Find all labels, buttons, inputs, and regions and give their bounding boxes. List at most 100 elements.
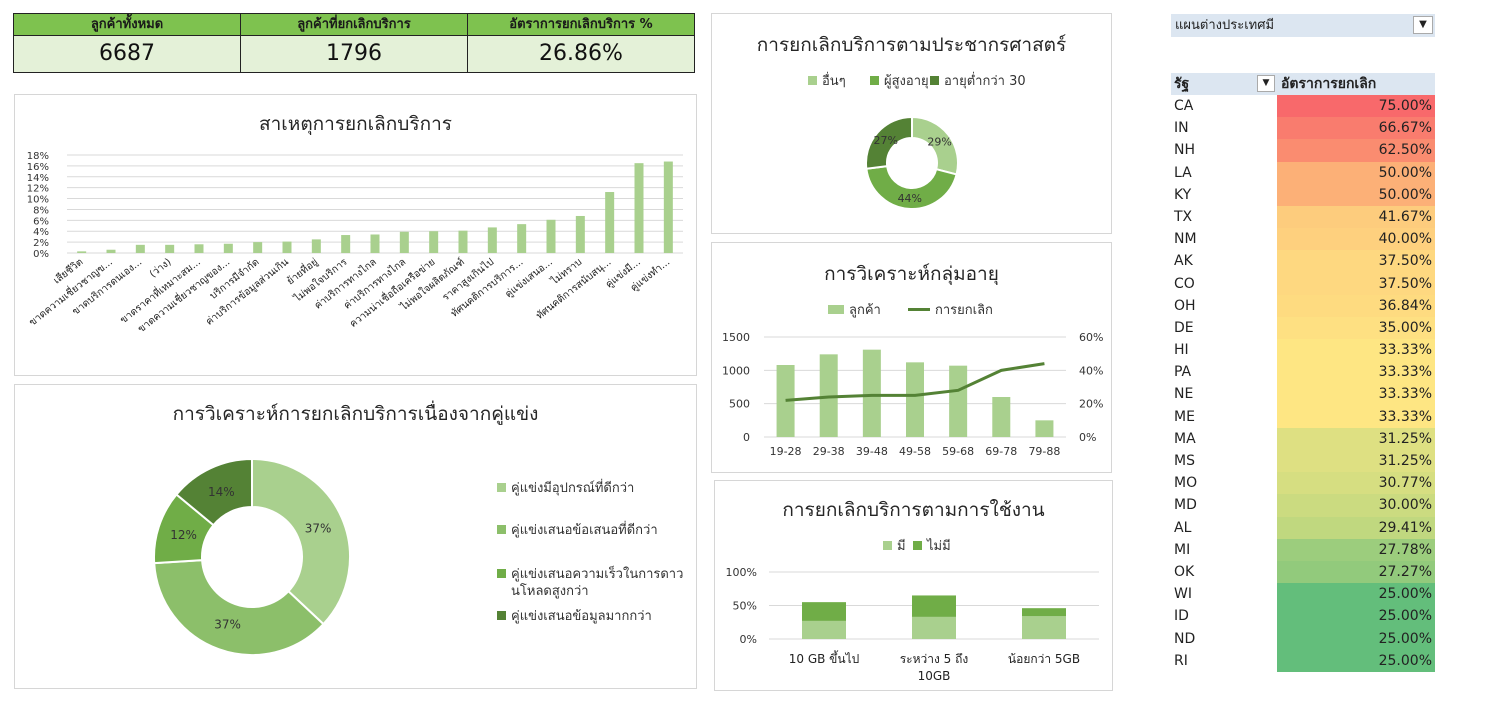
bar [223, 243, 233, 253]
x-tick-label: ระหว่าง 5 ถึง [900, 652, 969, 666]
state-cell: TX [1174, 208, 1193, 225]
y-tick-label: 0% [740, 633, 757, 646]
y-tick-label: 18% [27, 151, 49, 162]
bar [575, 215, 585, 253]
legend-swatch [883, 541, 892, 550]
bar [370, 234, 380, 253]
state-cell: CA [1174, 98, 1194, 114]
table-row: PA 33.33% [1171, 361, 1435, 384]
donut-slice [865, 115, 913, 170]
state-cell: NM [1174, 231, 1197, 248]
state-column-label: รัฐ [1174, 76, 1190, 92]
legend-label: คู่แข่งมีอุปกรณ์ที่ดีกว่า [511, 481, 635, 496]
bar [458, 230, 468, 253]
age-chart-svg: 0 0% 500 20% 1000 40% 1500 60% 19-28 29-38 39-48 49… [722, 331, 1103, 458]
reasons-chart-panel[interactable]: สาเหตุการยกเลิกบริการ 0% 2% 4% 6% 8% 10% 12% 14… [14, 94, 697, 376]
y2-tick-label: 20% [1079, 398, 1103, 411]
kpi-churned: ลูกค้าที่ยกเลิกบริการ 1796 [241, 14, 468, 72]
rate-cell: 30.00% [1277, 494, 1435, 517]
state-cell: NE [1174, 386, 1194, 403]
table-row: ID 25.00% [1171, 605, 1435, 628]
donut-slice [251, 457, 351, 626]
legend-label: ลูกค้า [849, 303, 881, 318]
state-cell: LA [1174, 164, 1192, 181]
competitor-legend-item: คู่แข่งเสนอข้อมูลมากกว่า [497, 605, 652, 626]
demographic-chart-title: การยกเลิกบริการตามประชากรศาสตร์ [756, 34, 1067, 56]
table-row: AL 29.41% [1171, 516, 1435, 539]
rate-cell: 31.25% [1277, 427, 1435, 450]
kpi-total-label: ลูกค้าทั้งหมด [14, 14, 240, 36]
legend-swatch [497, 483, 506, 492]
table-row: KY 50.00% [1171, 183, 1435, 206]
table-row: NH 62.50% [1171, 139, 1435, 162]
state-cell: OH [1174, 297, 1196, 314]
rate-cell: 27.27% [1277, 560, 1435, 584]
bar [311, 239, 321, 253]
stacked-bar-segment [1022, 608, 1066, 617]
table-row: ME 33.33% [1171, 405, 1435, 428]
y2-tick-label: 60% [1079, 331, 1103, 344]
bar [399, 231, 409, 253]
slice-label: 27% [874, 134, 898, 147]
legend-label: การยกเลิก [935, 303, 993, 318]
donut-slice [865, 165, 958, 210]
y2-tick-label: 0% [1079, 431, 1096, 444]
filter-icon[interactable]: ▼ [1413, 16, 1433, 34]
rate-cell: 25.00% [1277, 605, 1435, 628]
legend-swatch [913, 541, 922, 550]
table-row: TX 41.67% [1171, 205, 1435, 229]
bar [341, 235, 351, 253]
rate-cell: 62.50% [1277, 139, 1435, 162]
kpi-churned-label: ลูกค้าที่ยกเลิกบริการ [241, 14, 467, 36]
y-tick-label: 100% [726, 566, 757, 579]
state-cell: DE [1174, 319, 1194, 336]
y-tick-label: 10% [27, 195, 49, 206]
bar [106, 249, 116, 253]
state-column-header: รัฐ ▼ [1171, 73, 1277, 95]
table-row: MD 30.00% [1171, 494, 1435, 517]
table-row: MI 27.78% [1171, 538, 1435, 561]
x-tick-label: 29-38 [813, 445, 845, 458]
legend-label: นโหลดสูงกว่า [511, 584, 589, 599]
demographic-chart-svg: 29% 44% 27% [865, 115, 959, 210]
legend-swatch [497, 569, 506, 578]
slice-label: 12% [170, 528, 197, 542]
legend-swatch [870, 76, 879, 85]
competitor-chart-panel[interactable]: การวิเคราะห์การยกเลิกบริการเนื่องจากคู่แ… [14, 384, 697, 689]
slicer-international-plan[interactable]: แผนต่างประเทศมี ▼ [1171, 14, 1435, 37]
y-tick-label: 16% [27, 162, 49, 173]
rate-cell: 29.41% [1277, 516, 1435, 539]
state-cell: HI [1174, 342, 1189, 359]
usage-chart-panel[interactable]: การยกเลิกบริการตามการใช้งาน มี ไม่มี 0% 5… [714, 480, 1113, 691]
demographic-chart-panel[interactable]: การยกเลิกบริการตามประชากรศาสตร์ อื่นๆ ผู… [711, 13, 1112, 234]
kpi-churned-value: 1796 [241, 36, 467, 72]
state-table-header: รัฐ ▼ อัตราการยกเลิก [1171, 73, 1435, 95]
table-row: OH 36.84% [1171, 294, 1435, 317]
table-row: OK 27.27% [1171, 560, 1435, 584]
stacked-bar-segment [912, 616, 956, 639]
rate-cell: 41.67% [1277, 205, 1435, 229]
legend-label: อายุต่ำกว่า 30 [944, 74, 1026, 89]
rate-cell: 33.33% [1277, 361, 1435, 384]
state-table-body: CA 75.00% IN 66.67% NH 62.50% LA 50.00% KY 50.00%… [1171, 95, 1435, 672]
age-chart-title: การวิเคราะห์กลุ่มอายุ [824, 263, 999, 285]
filter-icon[interactable]: ▼ [1257, 75, 1275, 92]
reasons-chart-title: สาเหตุการยกเลิกบริการ [259, 113, 452, 135]
slice-label: 37% [214, 618, 241, 632]
age-chart-panel[interactable]: การวิเคราะห์กลุ่มอายุ ลูกค้า การยกเลิก 0… [711, 242, 1112, 473]
age-legend-item: ลูกค้า [828, 299, 881, 320]
kpi-total: ลูกค้าทั้งหมด 6687 [14, 14, 241, 72]
rate-cell: 37.50% [1277, 250, 1435, 273]
legend-swatch [808, 76, 817, 85]
table-row: MO 30.77% [1171, 472, 1435, 495]
state-cell: MD [1174, 497, 1197, 514]
rate-cell: 33.33% [1277, 383, 1435, 406]
bar [949, 365, 968, 437]
rate-cell: 50.00% [1277, 183, 1435, 206]
rate-cell: 25.00% [1277, 627, 1435, 650]
y-tick-label: 50% [733, 600, 757, 613]
rate-cell: 31.25% [1277, 450, 1435, 473]
state-cell: ND [1174, 630, 1196, 647]
y-tick-label: 2% [33, 238, 49, 249]
bar [429, 231, 439, 253]
